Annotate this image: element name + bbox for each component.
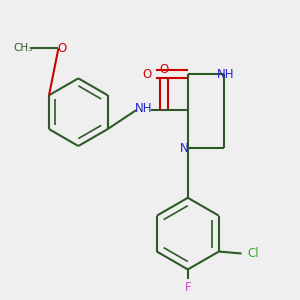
Text: NH: NH — [217, 68, 234, 81]
Text: O: O — [58, 42, 67, 55]
Text: F: F — [184, 281, 191, 294]
Text: NH: NH — [135, 102, 153, 115]
Text: CH₃: CH₃ — [13, 44, 32, 53]
Text: O: O — [159, 63, 169, 76]
Text: O: O — [142, 68, 152, 81]
Text: Cl: Cl — [248, 247, 259, 260]
Text: N: N — [179, 142, 188, 154]
